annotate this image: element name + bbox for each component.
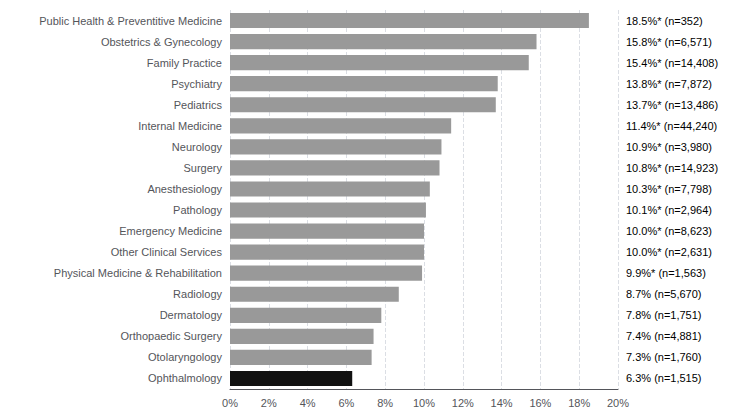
- svg-text:Pathology: Pathology: [173, 204, 222, 216]
- svg-text:4%: 4%: [300, 397, 316, 409]
- svg-text:10.9%* (n=3,980): 10.9%* (n=3,980): [626, 141, 712, 153]
- svg-text:2%: 2%: [261, 397, 277, 409]
- svg-text:6.3% (n=1,515): 6.3% (n=1,515): [626, 372, 702, 384]
- svg-text:Orthopaedic Surgery: Orthopaedic Surgery: [121, 330, 223, 342]
- svg-text:Public Health & Preventitive M: Public Health & Preventitive Medicine: [39, 15, 222, 27]
- svg-text:15.4%* (n=14,408): 15.4%* (n=14,408): [626, 57, 718, 69]
- svg-text:7.3% (n=1,760): 7.3% (n=1,760): [626, 351, 702, 363]
- svg-text:6%: 6%: [338, 397, 354, 409]
- svg-text:Emergency Medicine: Emergency Medicine: [119, 225, 222, 237]
- svg-text:Other Clinical Services: Other Clinical Services: [111, 246, 223, 258]
- svg-text:Obstetrics & Gynecology: Obstetrics & Gynecology: [101, 36, 223, 48]
- svg-text:10.3%* (n=7,798): 10.3%* (n=7,798): [626, 183, 712, 195]
- svg-text:Physical Medicine & Rehabilita: Physical Medicine & Rehabilitation: [54, 267, 222, 279]
- svg-text:0%: 0%: [222, 397, 238, 409]
- svg-text:Pediatrics: Pediatrics: [174, 99, 223, 111]
- svg-text:13.8%* (n=7,872): 13.8%* (n=7,872): [626, 78, 712, 90]
- svg-text:8.7% (n=5,670): 8.7% (n=5,670): [626, 288, 702, 300]
- svg-text:15.8%* (n=6,571): 15.8%* (n=6,571): [626, 36, 712, 48]
- svg-text:Ophthalmology: Ophthalmology: [148, 372, 222, 384]
- svg-text:7.4% (n=4,881): 7.4% (n=4,881): [626, 330, 702, 342]
- svg-text:10.0%* (n=8,623): 10.0%* (n=8,623): [626, 225, 712, 237]
- svg-text:18.5%* (n=352): 18.5%* (n=352): [626, 15, 703, 27]
- svg-text:10.0%* (n=2,631): 10.0%* (n=2,631): [626, 246, 712, 258]
- svg-text:Neurology: Neurology: [172, 141, 223, 153]
- svg-text:Internal Medicine: Internal Medicine: [138, 120, 222, 132]
- svg-text:10.8%* (n=14,923): 10.8%* (n=14,923): [626, 162, 718, 174]
- svg-text:Psychiatry: Psychiatry: [171, 78, 222, 90]
- svg-text:18%: 18%: [568, 397, 590, 409]
- svg-text:Otolaryngology: Otolaryngology: [148, 351, 222, 363]
- svg-text:12%: 12%: [452, 397, 474, 409]
- svg-text:9.9%* (n=1,563): 9.9%* (n=1,563): [626, 267, 706, 279]
- svg-text:13.7%* (n=13,486): 13.7%* (n=13,486): [626, 99, 718, 111]
- svg-text:14%: 14%: [491, 397, 513, 409]
- svg-text:Family Practice: Family Practice: [147, 57, 222, 69]
- svg-text:11.4%* (n=44,240): 11.4%* (n=44,240): [626, 120, 717, 132]
- svg-text:7.8% (n=1,751): 7.8% (n=1,751): [626, 309, 702, 321]
- svg-text:10%: 10%: [413, 397, 435, 409]
- svg-text:Surgery: Surgery: [183, 162, 222, 174]
- svg-text:20%: 20%: [607, 397, 629, 409]
- svg-text:10.1%* (n=2,964): 10.1%* (n=2,964): [626, 204, 712, 216]
- svg-text:Dermatology: Dermatology: [160, 309, 223, 321]
- svg-text:16%: 16%: [529, 397, 551, 409]
- svg-text:8%: 8%: [377, 397, 393, 409]
- svg-text:Anesthesiology: Anesthesiology: [147, 183, 222, 195]
- svg-text:Radiology: Radiology: [173, 288, 222, 300]
